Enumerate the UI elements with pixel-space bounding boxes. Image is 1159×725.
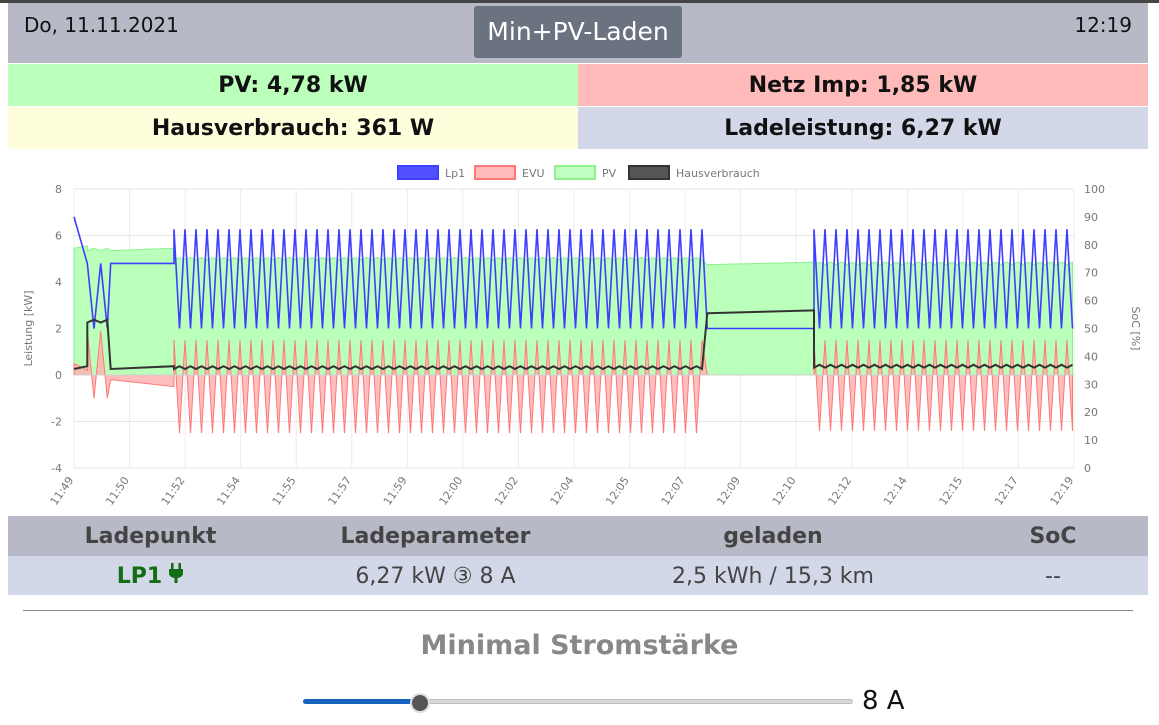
x-tick-label: 12:04 <box>548 474 577 507</box>
x-tick-label: 12:10 <box>770 474 799 507</box>
series-lp1-line <box>73 216 1074 330</box>
x-tick-label: 12:19 <box>1048 474 1077 507</box>
y2-tick-label: 90 <box>1084 211 1098 224</box>
x-tick-label: 11:57 <box>325 474 354 507</box>
y2-tick-label: 30 <box>1084 378 1098 391</box>
min-current-slider[interactable] <box>303 692 853 713</box>
x-tick-label: 12:07 <box>659 474 688 507</box>
legend-swatch-evu <box>474 165 516 180</box>
legend-label-pv: PV <box>602 167 617 180</box>
table-row[interactable]: LP1 6,27 kW ③ 8 A 2,5 kWh / 15,3 km -- <box>8 556 1148 595</box>
y2-tick-label: 60 <box>1084 295 1098 308</box>
y2-tick-label: 40 <box>1084 350 1098 363</box>
series-evu-area <box>73 330 1073 434</box>
y-tick-label: 0 <box>55 369 62 382</box>
y-tick-label: 4 <box>55 276 62 289</box>
top-border <box>0 0 1159 3</box>
slider-thumb[interactable] <box>409 693 430 713</box>
x-tick-label: 11:54 <box>214 474 243 507</box>
x-tick-label: 12:09 <box>714 474 743 507</box>
legend-label-evu: EVU <box>522 167 545 180</box>
x-tick-label: 12:00 <box>437 474 466 507</box>
col-header-geladen: geladen <box>723 524 823 549</box>
y-tick-label: 2 <box>55 323 62 336</box>
y-tick-label: 8 <box>55 183 62 196</box>
x-tick-label: 11:55 <box>270 474 299 507</box>
x-tick-label: 11:52 <box>159 474 188 507</box>
y2-tick-label: 80 <box>1084 239 1098 252</box>
y2-tick-label: 0 <box>1084 462 1091 475</box>
soc-value: -- <box>1045 564 1061 589</box>
divider <box>23 610 1133 611</box>
min-current-title: Minimal Stromstärke <box>420 630 739 661</box>
house-consumption-tile: Hausverbrauch: 361 W <box>8 107 578 149</box>
y2-tick-label: 50 <box>1084 323 1098 336</box>
x-tick-label: 11:59 <box>381 474 410 507</box>
plug-icon <box>168 556 184 598</box>
chargepoint-name-cell[interactable]: LP1 <box>28 556 273 598</box>
slider-fill <box>303 699 419 704</box>
y2-tick-label: 70 <box>1084 267 1098 280</box>
header-bar: Do, 11.11.2021 Min+PV-Laden 12:19 <box>8 3 1148 63</box>
charged-energy: 2,5 kWh / 15,3 km <box>672 564 874 589</box>
slider-value: 8 A <box>862 686 905 716</box>
charging-power-tile: Ladeleistung: 6,27 kW <box>578 107 1148 149</box>
x-tick-label: 12:12 <box>825 474 854 507</box>
legend-label-hausverbrauch: Hausverbrauch <box>676 167 760 180</box>
chargepoint-table-header: Ladepunkt Ladeparameter geladen SoC <box>8 516 1148 556</box>
x-tick-label: 11:49 <box>48 474 77 507</box>
y-axis-label: Leistung [kW] <box>22 290 35 366</box>
y2-tick-label: 100 <box>1084 183 1105 196</box>
legend-swatch-lp1 <box>397 165 439 180</box>
y2-tick-label: 20 <box>1084 406 1098 419</box>
legend-swatch-pv <box>554 165 596 180</box>
x-tick-label: 12:02 <box>492 474 521 507</box>
y-tick-label: -4 <box>51 462 62 475</box>
time-label: 12:19 <box>1074 13 1132 37</box>
x-tick-label: 12:14 <box>881 474 910 507</box>
x-tick-label: 11:50 <box>103 474 132 507</box>
legend-swatch-hausverbrauch <box>628 165 670 180</box>
series-hausverbrauch-line <box>73 309 1073 371</box>
y-tick-label: -2 <box>51 416 62 429</box>
x-tick-label: 12:15 <box>937 474 966 507</box>
col-header-ladepunkt: Ladepunkt <box>84 524 217 549</box>
pv-power-tile: PV: 4,78 kW <box>8 64 578 106</box>
y-tick-label: 6 <box>55 230 62 243</box>
charge-parameters: 6,27 kW ③ 8 A <box>355 564 516 589</box>
power-chart: 8 6 4 2 0 -2 -4 100 90 80 70 60 50 40 30 20 10 0 11:49 11:5… <box>8 160 1148 512</box>
col-header-soc: SoC <box>1029 524 1077 549</box>
chargepoint-name: LP1 <box>116 564 163 589</box>
y2-axis-label: SoC [%] <box>1129 307 1142 351</box>
grid-import-tile: Netz Imp: 1,85 kW <box>578 64 1148 106</box>
y2-tick-label: 10 <box>1084 434 1098 447</box>
x-tick-label: 12:05 <box>603 474 632 507</box>
charge-mode-button[interactable]: Min+PV-Laden <box>474 6 682 58</box>
col-header-ladeparameter: Ladeparameter <box>340 524 531 549</box>
x-tick-label: 12:17 <box>992 474 1021 507</box>
legend-label-lp1: Lp1 <box>445 167 465 180</box>
date-label: Do, 11.11.2021 <box>24 13 179 37</box>
